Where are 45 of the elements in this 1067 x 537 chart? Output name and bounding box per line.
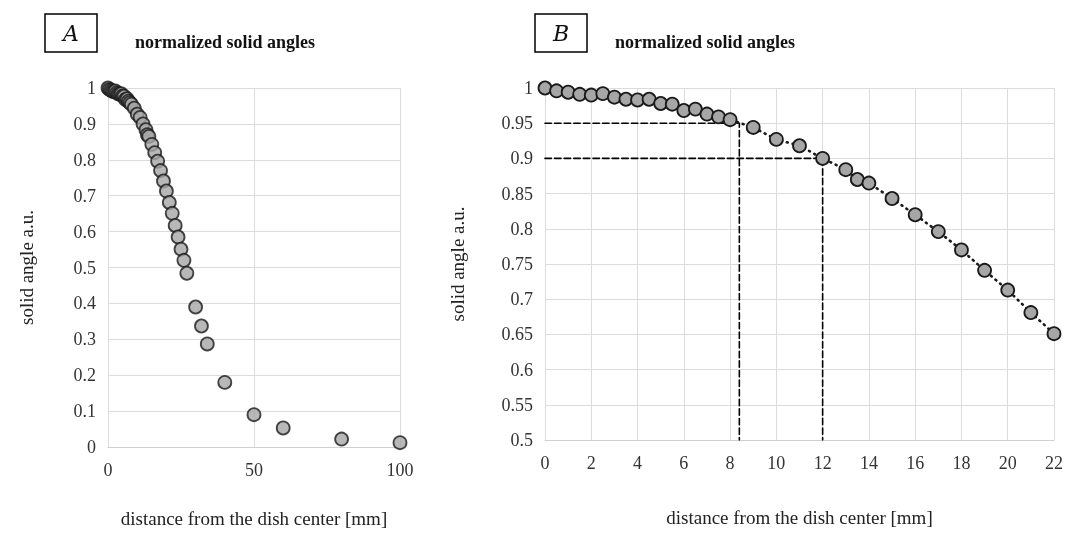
x-tick-label: 0	[540, 453, 550, 473]
y-axis-title: solid angle a.u.	[16, 209, 37, 326]
y-axis-title: solid angle a.u.	[447, 206, 468, 322]
x-axis-title: distance from the dish center [mm]	[666, 507, 933, 528]
y-tick-label: 0.9	[73, 113, 96, 134]
y-tick-label: 0.8	[73, 149, 96, 170]
x-tick-label: 14	[859, 453, 878, 473]
y-tick-label: 0.2	[73, 365, 96, 386]
y-tick-label: 0.85	[501, 183, 533, 204]
y-tick-label: 0.95	[501, 113, 533, 134]
y-tick-label: 0.9	[510, 148, 533, 169]
x-axis-title: distance from the dish center [mm]	[120, 508, 388, 529]
y-tick-label: 0.7	[510, 289, 533, 310]
y-tick-label: 0.5	[73, 257, 96, 278]
y-tick-label: 0.3	[73, 329, 96, 350]
x-tick-label: 2	[586, 453, 596, 473]
x-tick-label: 50	[245, 460, 263, 480]
x-tick-label: 12	[813, 453, 832, 473]
y-tick-label: 0.5	[510, 430, 533, 450]
x-tick-label: 8	[725, 453, 735, 473]
text: B	[552, 20, 570, 46]
y-tick-label: 1	[524, 78, 533, 98]
y-tick-label: 0.6	[73, 221, 96, 242]
y-tick-label: 0.6	[510, 359, 533, 380]
y-tick-label: 0.7	[73, 185, 96, 206]
y-tick-label: 0.55	[501, 394, 533, 415]
y-tick-label: 0.8	[510, 218, 533, 239]
x-tick-label: 4	[633, 453, 643, 473]
x-tick-label: 100	[386, 460, 414, 480]
x-tick-label: 0	[103, 460, 113, 480]
y-tick-label: 0.75	[501, 254, 533, 274]
y-tick-label: 0.4	[73, 293, 96, 314]
x-tick-label: 20	[998, 453, 1017, 473]
chart-title: normalized solid angles	[135, 32, 316, 52]
y-tick-label: 0	[87, 437, 96, 457]
x-tick-label: 22	[1045, 453, 1063, 473]
y-tick-label: 0.1	[73, 401, 96, 422]
chart-title: normalized solid angles	[615, 32, 796, 52]
y-tick-label: 0.65	[501, 324, 533, 345]
y-tick-label: 1	[87, 78, 96, 98]
x-tick-label: 6	[679, 453, 689, 473]
x-tick-label: 18	[952, 453, 971, 473]
x-tick-label: 16	[906, 453, 925, 473]
x-tick-label: 10	[767, 453, 786, 473]
text: A	[61, 20, 79, 46]
